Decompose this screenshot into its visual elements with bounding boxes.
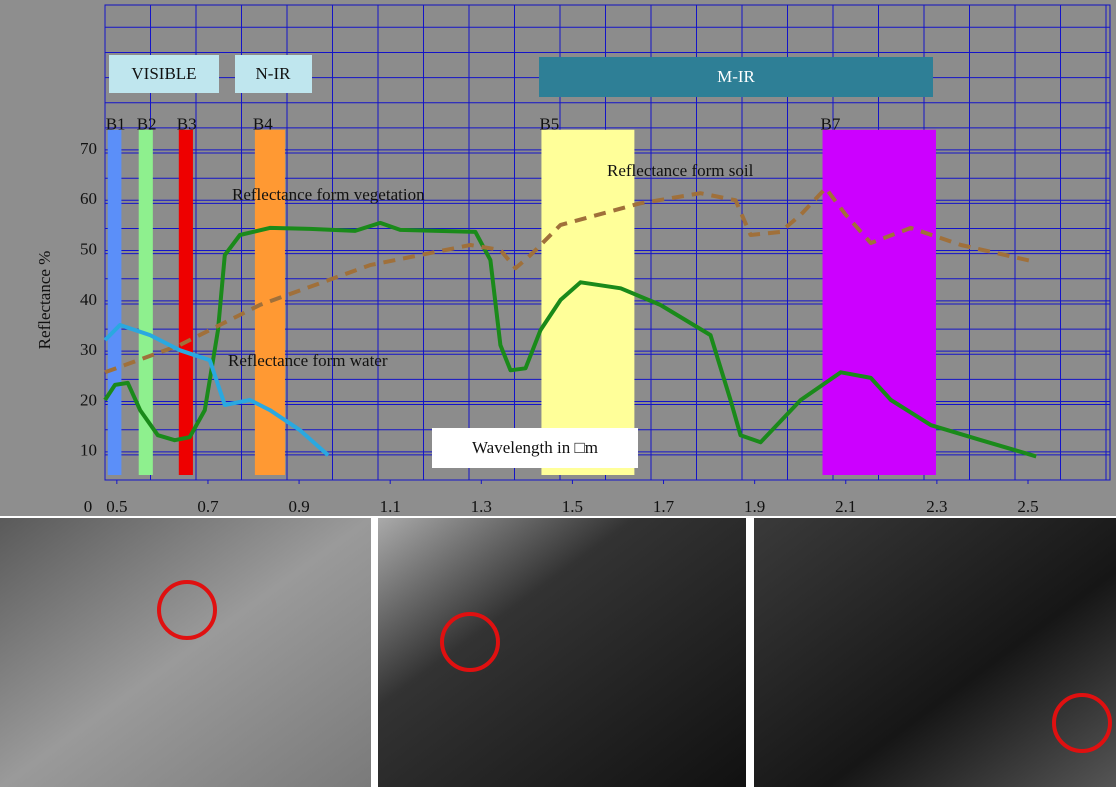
x-tick-label: 1.1: [380, 497, 401, 516]
y-tick-label: 70: [80, 139, 97, 158]
y-tick-label: 60: [80, 189, 97, 208]
band: [179, 130, 193, 475]
origin-label: 0: [84, 497, 93, 516]
x-tick-label: 1.3: [471, 497, 492, 516]
y-tick-label: 50: [80, 239, 97, 258]
series-label: Reflectance form water: [228, 351, 388, 370]
x-tick-label: 0.9: [288, 497, 309, 516]
y-tick-label: 20: [80, 390, 97, 409]
series-label: Reflectance form soil: [607, 161, 754, 180]
band: [108, 130, 122, 475]
satellite-images: [0, 518, 1116, 787]
x-tick-label: 2.3: [926, 497, 947, 516]
page: VISIBLE N-IR M-IR Reflectance form veget…: [0, 0, 1116, 787]
satellite-image: [754, 518, 1116, 787]
y-tick-label: 30: [80, 340, 97, 359]
band: [255, 130, 285, 475]
x-tick-label: 1.7: [653, 497, 675, 516]
y-axis-label: Reflectance %: [35, 251, 54, 350]
region-label: M-IR: [717, 67, 755, 86]
region-label: VISIBLE: [131, 64, 196, 83]
band: [823, 130, 936, 475]
y-tick-label: 10: [80, 441, 97, 460]
x-tick-label: 2.5: [1017, 497, 1038, 516]
x-tick-label: 0.5: [106, 497, 127, 516]
band-label: B7: [821, 115, 841, 134]
y-tick-label: 40: [80, 290, 97, 309]
satellite-image: [0, 518, 371, 787]
band: [541, 130, 634, 475]
series-label: Reflectance form vegetation: [232, 185, 425, 204]
region-label: N-IR: [256, 64, 292, 83]
band-label: B1: [106, 115, 126, 134]
satellite-image: [378, 518, 746, 787]
x-tick-label: 2.1: [835, 497, 856, 516]
band-label: B4: [253, 115, 273, 134]
band-label: B5: [539, 115, 559, 134]
chart: VISIBLE N-IR M-IR Reflectance form veget…: [0, 0, 1116, 787]
x-tick-label: 0.7: [197, 497, 219, 516]
x-axis-label: Wavelength in □m: [472, 438, 598, 457]
x-tick-label: 1.9: [744, 497, 765, 516]
band-label: B2: [137, 115, 157, 134]
band-label: B3: [177, 115, 197, 134]
x-tick-label: 1.5: [562, 497, 583, 516]
